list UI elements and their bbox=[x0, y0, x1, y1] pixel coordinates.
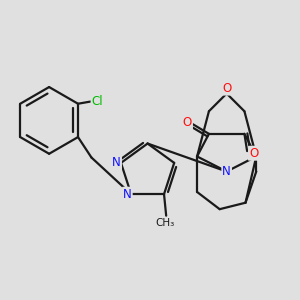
Text: O: O bbox=[183, 116, 192, 128]
Text: N: N bbox=[112, 156, 121, 170]
Text: Cl: Cl bbox=[92, 95, 103, 108]
Text: CH₃: CH₃ bbox=[155, 218, 175, 228]
Text: N: N bbox=[123, 188, 132, 201]
Text: O: O bbox=[222, 82, 231, 94]
Text: O: O bbox=[249, 147, 258, 160]
Text: N: N bbox=[222, 165, 231, 178]
